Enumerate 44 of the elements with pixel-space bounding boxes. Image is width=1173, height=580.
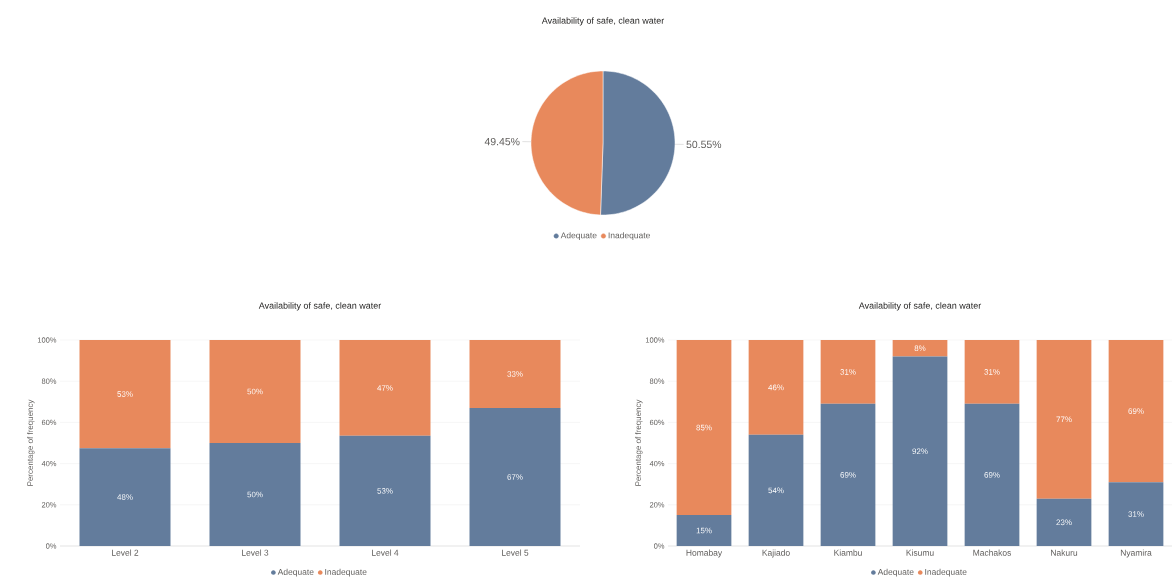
bar — [748, 340, 804, 435]
bar — [820, 403, 876, 547]
x-tick-label: Nakuru — [1051, 549, 1078, 556]
bar — [1036, 498, 1092, 547]
x-tick-label: Level 4 — [372, 549, 399, 556]
bar — [209, 340, 301, 444]
bar — [1108, 482, 1164, 547]
legend-label: Inadequate — [925, 568, 967, 577]
bar — [1108, 340, 1164, 483]
bar — [892, 356, 948, 547]
data-label: 50.55% — [686, 140, 722, 149]
x-tick-label: Level 2 — [112, 549, 139, 556]
bar — [469, 407, 561, 547]
bar — [209, 443, 301, 547]
bar — [748, 434, 804, 547]
bar — [339, 435, 431, 547]
x-tick-label: Machakos — [973, 549, 1011, 556]
bar — [79, 340, 171, 449]
x-tick-label: Nyamira — [1120, 549, 1152, 558]
x-tick-label: Homabay — [686, 549, 723, 558]
legend-label: Adequate — [560, 232, 597, 241]
chart-title: Availability of safe, clean water — [858, 302, 982, 311]
bar — [964, 403, 1020, 547]
x-tick-label: Kiambu — [834, 549, 862, 556]
legend-label: Adequate — [877, 568, 914, 577]
bar — [339, 340, 431, 436]
chart-title: Availability of safe, clean water — [541, 17, 665, 26]
legend-label: Adequate — [277, 568, 314, 577]
bar — [79, 448, 171, 547]
legend-label: Inadequate — [325, 568, 367, 577]
x-tick-label: Kajiado — [762, 549, 790, 558]
bar — [676, 340, 732, 516]
bar — [676, 515, 732, 547]
bar — [892, 340, 948, 357]
chart-title: Availability of safe, clean water — [258, 302, 382, 311]
x-tick-label: Level 5 — [502, 549, 529, 556]
x-tick-label: Kisumu — [906, 549, 934, 556]
legend-label: Inadequate — [608, 232, 650, 241]
bar — [820, 340, 876, 404]
bar — [964, 340, 1020, 404]
bar — [1036, 340, 1092, 499]
data-label: 49.45% — [484, 137, 520, 146]
x-tick-label: Level 3 — [242, 549, 269, 556]
bar — [469, 340, 561, 408]
